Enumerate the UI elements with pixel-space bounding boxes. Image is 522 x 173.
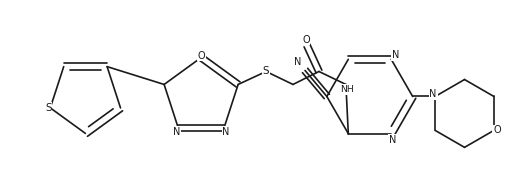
Text: N: N [294, 57, 302, 67]
Text: N: N [430, 89, 437, 99]
Text: S: S [263, 66, 269, 76]
Text: N: N [222, 127, 230, 137]
Text: N: N [173, 127, 180, 137]
Text: O: O [197, 51, 205, 61]
Text: N: N [392, 50, 399, 60]
Text: N: N [388, 135, 396, 145]
Text: NH: NH [340, 85, 354, 94]
Text: S: S [45, 103, 52, 113]
Text: O: O [493, 125, 501, 135]
Text: O: O [302, 35, 310, 45]
